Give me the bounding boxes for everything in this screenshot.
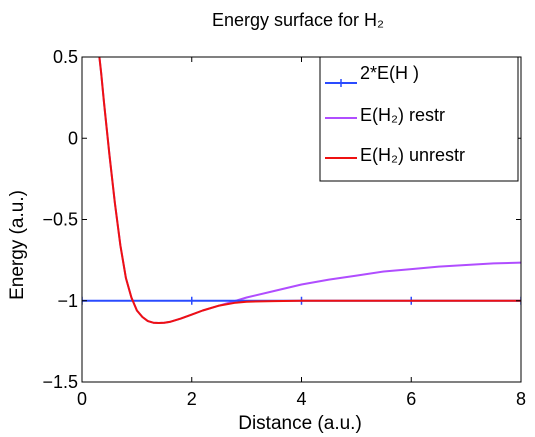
y-axis-label: Energy (a.u.) — [7, 190, 28, 300]
legend-marker-plus — [337, 79, 345, 87]
x-axis-label: Distance (a.u.) — [238, 413, 362, 434]
x-tick-label: 2 — [187, 389, 197, 409]
y-tick-label: −1.5 — [42, 372, 78, 392]
legend-item-unrestr: E(H₂) unrestr — [325, 145, 465, 165]
x-tick-label: 0 — [77, 389, 87, 409]
y-tick-label: 0.5 — [53, 47, 78, 67]
series-point-0 — [187, 296, 196, 305]
legend-item-restr: E(H₂) restr — [325, 105, 445, 125]
legend-item-2EH: 2*E(H ) — [325, 63, 419, 87]
x-tick-label: 8 — [516, 389, 526, 409]
y-tick-label: −1 — [57, 291, 78, 311]
x-tick-label: 6 — [406, 389, 416, 409]
legend-label-unrestr: E(H₂) unrestr — [360, 145, 465, 165]
y-tick-label: −0.5 — [42, 210, 78, 230]
legend-label-restr: E(H₂) restr — [360, 105, 445, 125]
x-tick-label: 4 — [296, 389, 306, 409]
legend: 2*E(H ) E(H₂) restr E(H₂) unrestr — [319, 56, 519, 182]
legend-label-2EH: 2*E(H ) — [360, 63, 419, 83]
series-line-2 — [98, 57, 521, 324]
chart-title: Energy surface for H₂ — [212, 10, 384, 30]
y-tick-label: 0 — [68, 128, 78, 148]
